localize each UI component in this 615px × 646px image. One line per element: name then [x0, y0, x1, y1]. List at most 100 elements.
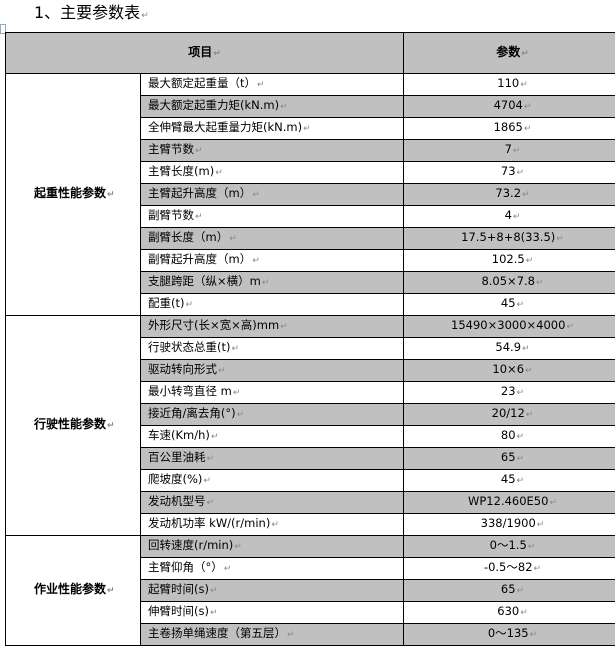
param-name-text: 主臂长度(m) — [148, 164, 223, 178]
param-name-text: 外形尺寸(长×宽×高)mm — [148, 318, 288, 332]
param-name-text: 全伸臂最大起重量力矩(kN.m) — [148, 120, 311, 134]
param-name: 支腿跨距（纵×横）m — [141, 272, 404, 294]
group-label-text: 起重性能参数 — [34, 186, 115, 200]
param-value-text: 10×6 — [492, 362, 532, 376]
param-name: 起臂时间(s) — [141, 580, 404, 602]
param-value: 65 — [404, 580, 615, 602]
param-value-text: 7 — [505, 142, 521, 156]
param-value: 23 — [404, 382, 615, 404]
group-label-text: 作业性能参数 — [34, 582, 115, 596]
param-name: 最大额定起重力矩(kN.m) — [141, 96, 404, 118]
param-name-text: 百公里油耗 — [148, 450, 214, 464]
param-name-text: 起臂时间(s) — [148, 582, 218, 596]
param-value: 1865 — [404, 118, 615, 140]
param-name-text: 最大额定起重力矩(kN.m) — [148, 98, 288, 112]
param-value: 20/12 — [404, 404, 615, 426]
param-name: 接近角/离去角(°) — [141, 404, 404, 426]
param-value: WP12.460E50 — [404, 492, 615, 514]
param-value: 102.5 — [404, 250, 615, 272]
param-value-text: 54.9 — [495, 340, 529, 354]
param-value-text: 65 — [501, 582, 524, 596]
param-value-text: 0～135 — [488, 626, 537, 640]
group-label: 起重性能参数 — [6, 74, 141, 316]
param-name: 伸臂时间(s) — [141, 602, 404, 624]
param-name: 回转速度(r/min) — [141, 536, 404, 558]
param-value-text: 8.05×7.8 — [481, 274, 543, 288]
param-name-text: 支腿跨距（纵×横）m — [148, 274, 269, 288]
param-name-text: 发动机型号 — [148, 494, 214, 508]
param-value: 73 — [404, 162, 615, 184]
param-name: 主臂节数 — [141, 140, 404, 162]
param-name: 外形尺寸(长×宽×高)mm — [141, 316, 404, 338]
param-value-text: 80 — [501, 428, 524, 442]
param-value: 10×6 — [404, 360, 615, 382]
param-name: 最小转弯直径 m — [141, 382, 404, 404]
param-name-text: 爬坡度(%) — [148, 472, 211, 486]
param-name-text: 驱动转向形式 — [148, 362, 226, 376]
table-row: 作业性能参数回转速度(r/min)0～1.5 — [6, 536, 615, 558]
param-value: 338/1900 — [404, 514, 615, 536]
param-name-text: 行驶状态总重(t) — [148, 340, 239, 354]
param-name-text: 副臂长度（m） — [148, 230, 237, 244]
param-value: 4704 — [404, 96, 615, 118]
param-name: 配重(t) — [141, 294, 404, 316]
param-value-text: 102.5 — [492, 252, 533, 266]
param-value: 45 — [404, 470, 615, 492]
param-name-text: 主臂节数 — [148, 142, 203, 156]
param-name: 副臂起升高度（m） — [141, 250, 404, 272]
param-value: 17.5+8+8(33.5) — [404, 228, 615, 250]
param-value: 110 — [404, 74, 615, 96]
param-value-text: 65 — [501, 450, 524, 464]
param-value-text: 4 — [505, 208, 521, 222]
parameter-table: 项目 参数 起重性能参数 最大额定起重量（t） 110 最大额定起重力矩(kN.m) 4… — [5, 32, 615, 646]
param-value: 8.05×7.8 — [404, 272, 615, 294]
param-name: 主臂仰角（°） — [141, 558, 404, 580]
param-value-text: 15490×3000×4000 — [451, 318, 574, 332]
param-value-text: 110 — [497, 76, 528, 90]
group-label: 行驶性能参数 — [6, 316, 141, 536]
param-value: 65 — [404, 448, 615, 470]
param-name: 全伸臂最大起重量力矩(kN.m) — [141, 118, 404, 140]
param-name: 驱动转向形式 — [141, 360, 404, 382]
param-name-text: 最小转弯直径 m — [148, 384, 240, 398]
param-name-text: 回转速度(r/min) — [148, 538, 242, 552]
group-label: 作业性能参数 — [6, 536, 141, 646]
param-value-text: -0.5～82 — [484, 560, 541, 574]
param-name: 车速(Km/h) — [141, 426, 404, 448]
param-name-text: 副臂节数 — [148, 208, 203, 222]
param-value-text: 20/12 — [492, 406, 534, 420]
param-value-text: 630 — [497, 604, 528, 618]
param-value: 0～135 — [404, 624, 615, 646]
param-name-text: 主臂起升高度（m） — [148, 186, 260, 200]
param-value-text: 0～1.5 — [490, 538, 536, 552]
param-name: 副臂节数 — [141, 206, 404, 228]
header-value: 参数 — [404, 33, 615, 74]
param-name: 主臂起升高度（m） — [141, 184, 404, 206]
param-name: 主臂长度(m) — [141, 162, 404, 184]
param-value: 54.9 — [404, 338, 615, 360]
table-header-row: 项目 参数 — [6, 33, 615, 74]
param-value-text: WP12.460E50 — [468, 494, 557, 508]
param-name: 主卷扬单绳速度（第五层） — [141, 624, 404, 646]
param-name-text: 伸臂时间(s) — [148, 604, 218, 618]
param-value-text: 73.2 — [495, 186, 529, 200]
param-value-text: 338/1900 — [481, 516, 545, 530]
param-value: -0.5～82 — [404, 558, 615, 580]
param-name-text: 主卷扬单绳速度（第五层） — [148, 626, 295, 640]
param-name: 最大额定起重量（t） — [141, 74, 404, 96]
section-heading: 1、主要参数表 — [34, 2, 149, 27]
param-value-text: 45 — [501, 472, 524, 486]
group-label-text: 行驶性能参数 — [34, 417, 115, 431]
table-row: 行驶性能参数外形尺寸(长×宽×高)mm15490×3000×4000 — [6, 316, 615, 338]
param-value-text: 23 — [501, 384, 524, 398]
param-name: 行驶状态总重(t) — [141, 338, 404, 360]
param-name: 爬坡度(%) — [141, 470, 404, 492]
param-name-text: 接近角/离去角(°) — [148, 406, 244, 420]
param-name-text: 车速(Km/h) — [148, 428, 218, 442]
header-value-label: 参数 — [496, 45, 529, 59]
table-row: 起重性能参数最大额定起重量（t）110 — [6, 74, 615, 96]
header-item-label: 项目 — [188, 45, 221, 59]
param-value-text: 45 — [501, 296, 524, 310]
param-value-text: 73 — [501, 164, 524, 178]
param-name: 发动机功率 kW/(r/min) — [141, 514, 404, 536]
